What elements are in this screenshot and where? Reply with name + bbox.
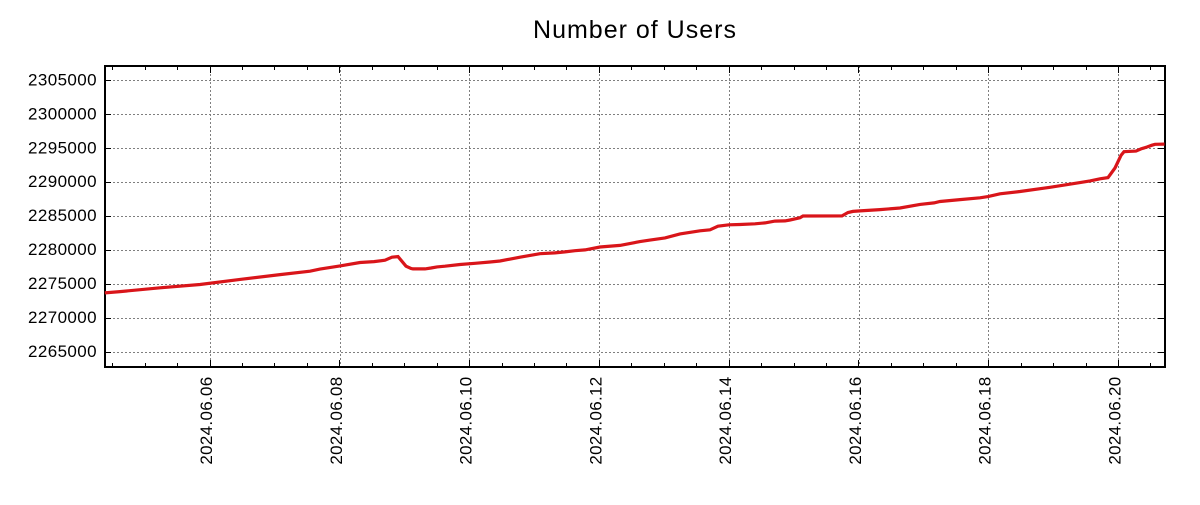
svg-text:2280000: 2280000 bbox=[28, 240, 97, 259]
svg-text:2024.06.12: 2024.06.12 bbox=[586, 377, 605, 465]
svg-text:2024.06.14: 2024.06.14 bbox=[716, 377, 735, 465]
svg-text:2024.06.20: 2024.06.20 bbox=[1106, 377, 1125, 465]
svg-text:2305000: 2305000 bbox=[28, 70, 97, 89]
svg-text:2024.06.06: 2024.06.06 bbox=[197, 377, 216, 465]
svg-text:2275000: 2275000 bbox=[28, 274, 97, 293]
svg-text:2300000: 2300000 bbox=[28, 104, 97, 123]
svg-text:2270000: 2270000 bbox=[28, 308, 97, 327]
svg-text:2295000: 2295000 bbox=[28, 138, 97, 157]
svg-text:2285000: 2285000 bbox=[28, 206, 97, 225]
svg-text:2024.06.18: 2024.06.18 bbox=[976, 377, 995, 465]
svg-text:2024.06.08: 2024.06.08 bbox=[327, 377, 346, 465]
svg-text:2290000: 2290000 bbox=[28, 172, 97, 191]
svg-text:2024.06.16: 2024.06.16 bbox=[846, 377, 865, 465]
svg-text:2265000: 2265000 bbox=[28, 342, 97, 361]
svg-text:Number of Users: Number of Users bbox=[533, 16, 737, 44]
svg-text:2024.06.10: 2024.06.10 bbox=[457, 377, 476, 465]
